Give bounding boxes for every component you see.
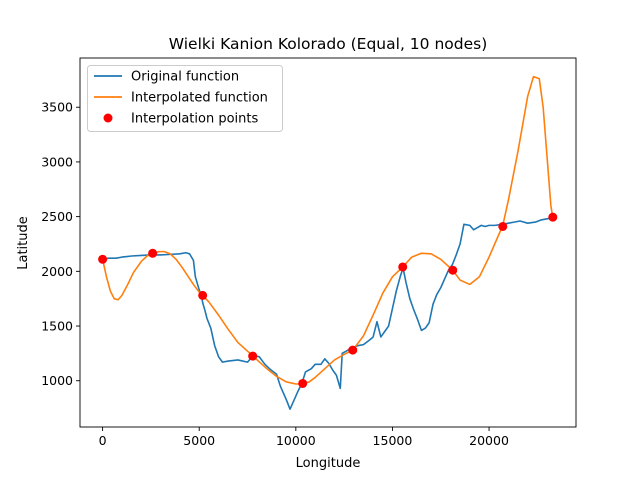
data-point-interpolation-points — [448, 265, 458, 275]
data-point-interpolation-points — [298, 378, 308, 388]
y-tick-label: 3000 — [41, 154, 73, 169]
chart-title: Wielki Kanion Kolorado (Equal, 10 nodes) — [169, 35, 488, 53]
data-point-interpolation-points — [348, 345, 358, 355]
x-tick-label: 5000 — [183, 433, 215, 448]
data-point-interpolation-points — [248, 351, 258, 361]
y-tick-label: 2000 — [41, 264, 73, 279]
y-axis-title: Latitude — [16, 216, 31, 270]
x-axis-title: Longitude — [296, 456, 361, 471]
plot-area: 0 5000 10000 15000 20000 1000 1500 2000 2500 3000… — [41, 57, 577, 448]
x-tick-label: 0 — [99, 433, 107, 448]
legend-box — [87, 65, 283, 132]
x-tick-label: 10000 — [276, 433, 316, 448]
axes-frame — [79, 57, 577, 428]
legend-label: Original function — [131, 70, 239, 85]
legend: Original function Interpolated function In… — [87, 65, 283, 132]
data-point-interpolation-points — [498, 221, 508, 231]
legend-label: Interpolation points — [131, 112, 258, 127]
legend-swatch — [103, 113, 113, 123]
y-tick-label: 2500 — [41, 209, 73, 224]
y-tick-label: 1000 — [41, 373, 73, 388]
data-point-interpolation-points — [148, 248, 158, 258]
data-point-interpolation-points — [98, 254, 108, 264]
y-tick-label: 3500 — [41, 100, 73, 115]
data-point-interpolation-points — [398, 262, 408, 272]
data-point-interpolation-points — [548, 212, 558, 222]
x-tick-label: 15000 — [373, 433, 413, 448]
y-tick-label: 1500 — [41, 319, 73, 334]
legend-label: Interpolated function — [131, 91, 268, 106]
x-tick-label: 20000 — [469, 433, 509, 448]
data-point-interpolation-points — [198, 290, 208, 300]
